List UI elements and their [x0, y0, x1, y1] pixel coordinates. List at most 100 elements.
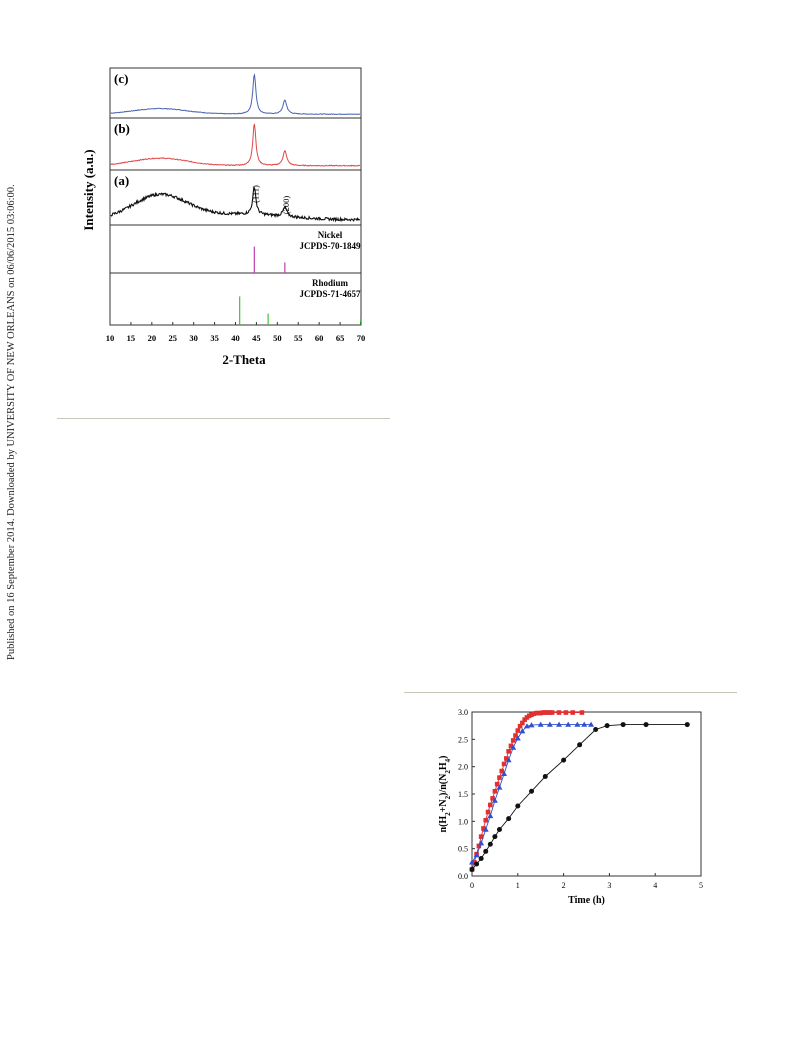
gas-point-s1-5 — [491, 797, 498, 803]
xrd-panel-label-c: (c) — [114, 71, 128, 86]
gas-point-s1-9 — [510, 744, 517, 750]
gas-point-s2-2 — [478, 856, 484, 862]
gas-ytick-label-0: 0.0 — [458, 872, 468, 881]
gas-point-s2-13 — [593, 726, 599, 732]
xrd-xtick-label-12: 70 — [357, 333, 366, 343]
xrd-yaxis-label: Intensity (a.u.) — [81, 149, 96, 230]
xrd-curve-b — [110, 123, 361, 167]
gas-point-s2-17 — [684, 722, 690, 728]
gas-point-s0-9 — [490, 796, 495, 801]
gas-point-s0-22 — [520, 720, 525, 726]
xrd-xtick-label-3: 25 — [169, 333, 178, 343]
section-divider-right — [404, 692, 737, 693]
gas-point-s1-14 — [537, 721, 544, 727]
xrd-ref-code-0: JCPDS-70-1849 — [300, 241, 361, 251]
gas-plot-frame — [471, 711, 702, 877]
xrd-xtick-label-1: 15 — [127, 333, 136, 343]
xrd-xtick-label-5: 35 — [210, 333, 219, 343]
gas-point-s0-20 — [515, 728, 521, 733]
gas-point-s0-36 — [556, 710, 562, 715]
gas-xtick-label-0: 0 — [470, 881, 474, 890]
xrd-ref-name-1: Rhodium — [312, 278, 349, 288]
gas-ytick-label-4: 2.0 — [458, 763, 468, 772]
xrd-peak-label-0: (111) — [250, 185, 260, 203]
gas-point-s1-13 — [528, 722, 535, 728]
gas-point-s0-12 — [497, 775, 502, 780]
gas-point-s0-18 — [510, 738, 516, 743]
gas-point-s2-5 — [492, 834, 498, 840]
xrd-panel-frame-1 — [109, 117, 362, 171]
gas-point-s2-12 — [577, 742, 583, 748]
gas-point-s0-8 — [488, 802, 493, 808]
gas-point-s0-14 — [501, 761, 507, 767]
gas-point-s0-1 — [471, 860, 477, 865]
xrd-curve-a — [110, 185, 361, 223]
xrd-xtick-label-4: 30 — [189, 333, 198, 343]
gas-point-s1-6 — [496, 784, 503, 790]
xrd-ref-name-0: Nickel — [318, 230, 343, 240]
gas-point-s1-15 — [546, 721, 553, 727]
gas-point-s1-16 — [556, 721, 563, 727]
gas-point-s0-4 — [478, 834, 484, 839]
gas-point-s0-21 — [517, 723, 523, 729]
xrd-panel-frame-0 — [109, 67, 362, 119]
xrd-xaxis-label: 2-Theta — [222, 352, 266, 367]
gas-point-s1-19 — [581, 721, 588, 727]
gas-point-s2-1 — [474, 861, 480, 867]
xrd-curve-c — [110, 73, 361, 115]
gas-point-s0-13 — [499, 768, 505, 774]
gas-point-s0-39 — [579, 710, 585, 715]
gas-point-s2-9 — [529, 788, 535, 794]
xrd-xtick-label-11: 65 — [336, 333, 345, 343]
gas-point-s0-10 — [492, 788, 498, 794]
gas-point-s2-14 — [604, 723, 610, 729]
gas-point-s1-10 — [514, 735, 521, 741]
gas-point-s1-20 — [588, 721, 595, 727]
gas-xtick-label-3: 3 — [607, 881, 611, 890]
xrd-panel-label-b: (b) — [114, 121, 130, 136]
gas-ytick-label-3: 1.5 — [458, 790, 468, 799]
gas-point-s0-38 — [570, 710, 576, 715]
gas-point-s1-0 — [469, 859, 475, 865]
gas-point-s0-35 — [549, 710, 555, 715]
gas-ytick-label-2: 1.0 — [458, 817, 468, 826]
section-divider-left — [57, 418, 390, 419]
gas-point-s1-1 — [473, 852, 480, 858]
xrd-xtick-label-6: 40 — [231, 333, 240, 343]
gas-point-s0-15 — [504, 756, 509, 761]
gas-ytick-label-5: 2.5 — [458, 735, 468, 744]
gas-point-s0-6 — [483, 817, 489, 823]
gas-xtick-label-2: 2 — [562, 881, 566, 890]
gas-point-s1-8 — [505, 757, 512, 763]
xrd-xtick-label-2: 20 — [148, 333, 157, 343]
gas-xtick-label-1: 1 — [516, 881, 520, 890]
gas-point-s0-7 — [485, 809, 491, 815]
gas-point-s0-19 — [513, 733, 518, 738]
gas-xtick-label-5: 5 — [699, 881, 703, 890]
xrd-xtick-label-10: 60 — [315, 333, 324, 343]
gas-point-s1-12 — [523, 723, 530, 729]
gas-xtick-label-4: 4 — [653, 881, 657, 890]
gas-point-s0-17 — [508, 743, 514, 749]
gas-point-s0-16 — [506, 749, 511, 754]
gas-point-s2-3 — [483, 848, 489, 854]
gas-point-s1-3 — [482, 826, 489, 832]
gas-point-s1-7 — [501, 770, 508, 776]
xrd-xtick-label-7: 45 — [252, 333, 261, 343]
gas-point-s0-37 — [563, 710, 569, 715]
gas-point-s2-6 — [496, 827, 502, 833]
xrd-xtick-label-0: 10 — [106, 333, 115, 343]
gas-point-s1-17 — [565, 721, 572, 727]
gas-point-s2-0 — [469, 866, 475, 872]
xrd-xtick-label-8: 50 — [273, 333, 282, 343]
gas-point-s2-11 — [561, 757, 567, 763]
gas-point-s2-16 — [643, 722, 649, 728]
xrd-peak-label-1: (200) — [281, 196, 291, 215]
gas-ytick-label-1: 0.5 — [458, 845, 468, 854]
gas-point-s0-5 — [481, 826, 486, 831]
gas-ytick-label-6: 3.0 — [458, 708, 468, 717]
gas-point-s1-2 — [478, 840, 485, 846]
gas-yaxis-label: n(H2+N2)/n(N2H4) — [438, 756, 452, 833]
xrd-ref-code-1: JCPDS-71-4657 — [300, 289, 361, 299]
